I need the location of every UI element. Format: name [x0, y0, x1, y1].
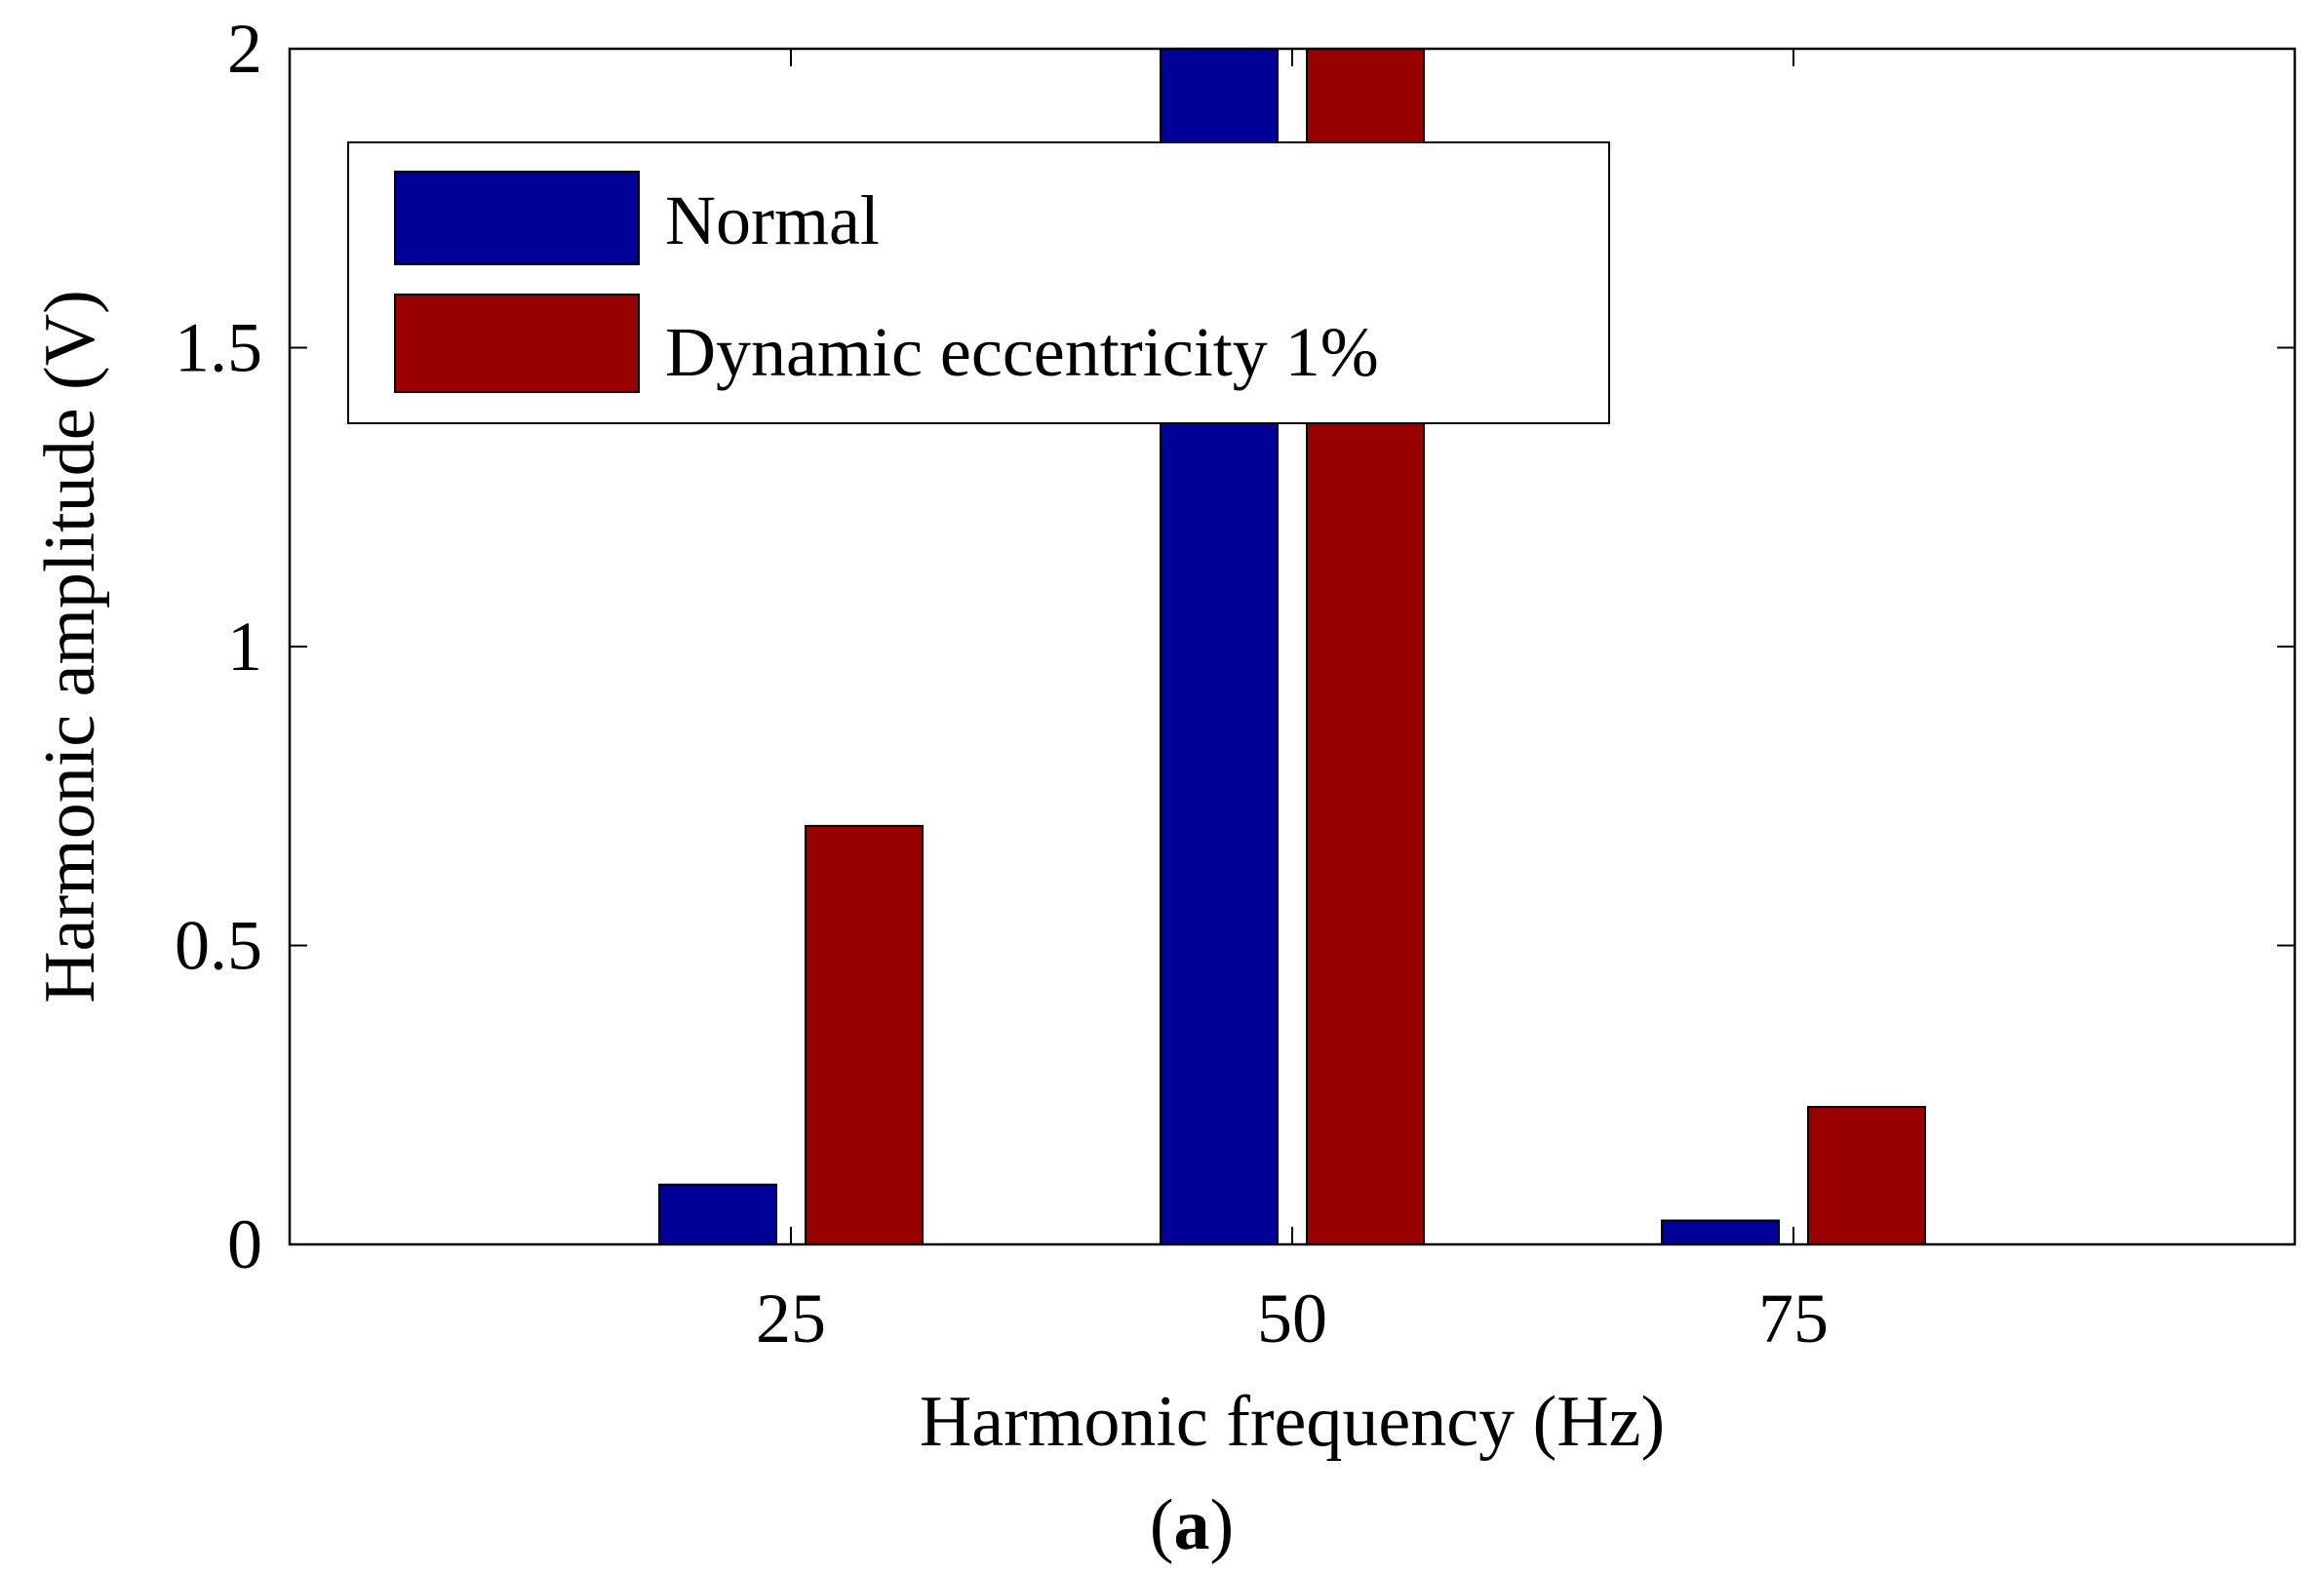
x-tick-label: 75	[1758, 1280, 1829, 1358]
bar-normal-75	[1661, 1219, 1780, 1245]
y-tick-label: 1	[227, 608, 262, 686]
legend: Normal Dynamic eccentricity 1%	[347, 141, 1610, 424]
bar-normal-25	[658, 1183, 777, 1245]
caption-open-paren: (	[1150, 1485, 1174, 1565]
caption-close-paren: )	[1210, 1485, 1235, 1565]
axis-ticks	[290, 48, 2295, 1245]
y-tick-label: 1.5	[175, 309, 262, 387]
legend-swatch-dynamic-eccentricity	[394, 294, 640, 393]
legend-label-dynamic-eccentricity: Dynamic eccentricity 1%	[665, 313, 1379, 391]
y-tick-label: 0	[227, 1205, 262, 1283]
y-tick-label: 2	[227, 10, 262, 88]
bar-dynamic-eccentricity-25	[805, 824, 924, 1246]
bar-dynamic-eccentricity-75	[1807, 1106, 1926, 1246]
x-tick-labels: 25 50 75	[756, 1280, 1829, 1358]
x-tick-label: 25	[756, 1280, 826, 1358]
legend-swatch-normal	[394, 171, 640, 265]
caption-letter: a	[1174, 1485, 1210, 1565]
y-tick-labels: 0 0.5 1 1.5 2	[175, 10, 262, 1283]
legend-label-normal: Normal	[665, 181, 880, 259]
y-axis-label: Harmonic amplitude (V)	[30, 290, 110, 1004]
figure-caption: (a)	[1150, 1485, 1234, 1565]
x-axis-label: Harmonic frequency (Hz)	[920, 1382, 1665, 1462]
y-tick-label: 0.5	[175, 907, 262, 985]
x-tick-label: 50	[1257, 1280, 1327, 1358]
